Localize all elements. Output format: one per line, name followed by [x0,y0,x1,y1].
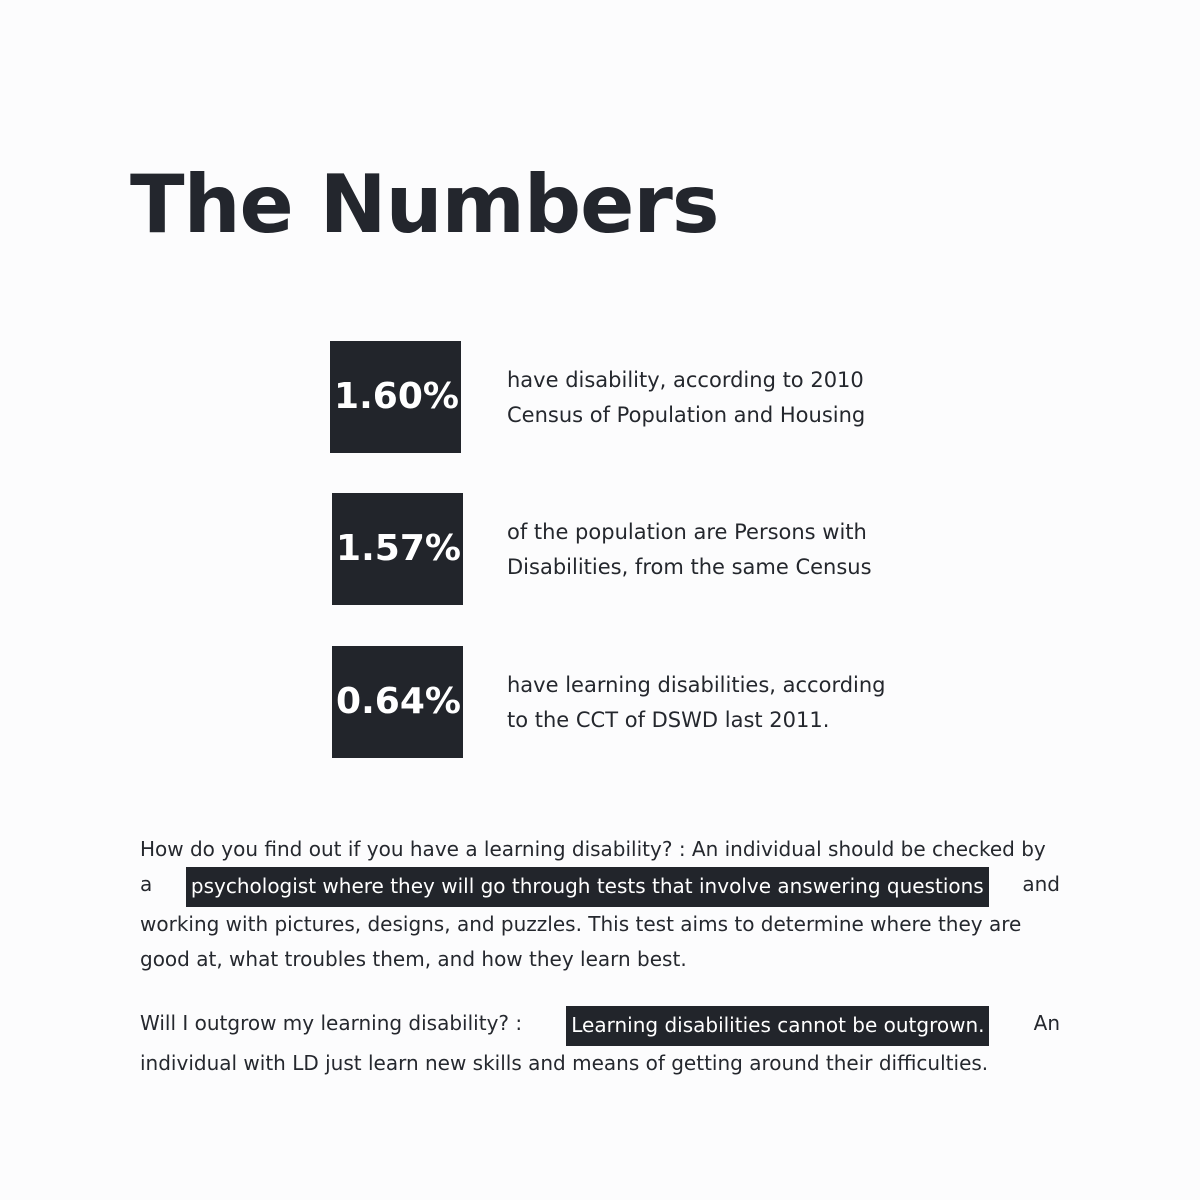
paragraph-line: good at, what troubles them, and how the… [140,947,687,971]
stat-description-line: Census of Population and Housing [507,403,866,427]
page-title: The Numbers [130,158,719,251]
stat-description-line: have disability, according to 2010 [507,368,864,392]
stat-value-box: 0.64% [332,646,463,758]
stat-description-line: to the CCT of DSWD last 2011. [507,708,830,732]
paragraph-line: working with pictures, designs, and puzz… [140,912,1022,936]
stat-description-line: have learning disabilities, according [507,673,886,697]
stat-value: 1.57% [336,528,461,569]
paragraph-line: How do you find out if you have a learni… [140,837,1046,861]
stat-row-1: 1.60% have disability, according to 2010… [0,341,1200,453]
stat-description-line: of the population are Persons with [507,520,867,544]
highlighted-text: psychologist where they will go through … [185,867,989,907]
stat-description: have disability, according to 2010 Censu… [507,363,927,433]
paragraph-text: Will I outgrow my learning disability? : [140,1011,523,1035]
stat-value-box: 1.60% [330,341,461,453]
paragraph-line: individual with LD just learn new skills… [140,1051,989,1075]
stat-value: 1.60% [334,376,459,417]
stat-value: 0.64% [336,681,461,722]
highlighted-text: Learning disabilities cannot be outgrown… [566,1006,990,1046]
paragraph-text: and [1022,872,1060,896]
paragraph-text: a [140,872,153,896]
paragraph-diagnosis: How do you find out if you have a learni… [140,832,1060,977]
stat-row-3: 0.64% have learning disabilities, accord… [0,646,1200,758]
stat-description: have learning disabilities, according to… [507,668,927,738]
stat-description: of the population are Persons with Disab… [507,515,927,585]
paragraph-line: Will I outgrow my learning disability? :… [140,1006,1060,1046]
paragraph-line: a psychologist where they will go throug… [140,867,1060,907]
stat-description-line: Disabilities, from the same Census [507,555,872,579]
stat-value-box: 1.57% [332,493,463,605]
paragraph-outgrow: Will I outgrow my learning disability? :… [140,1006,1060,1081]
paragraph-text: An [1033,1011,1060,1035]
stat-row-2: 1.57% of the population are Persons with… [0,493,1200,605]
